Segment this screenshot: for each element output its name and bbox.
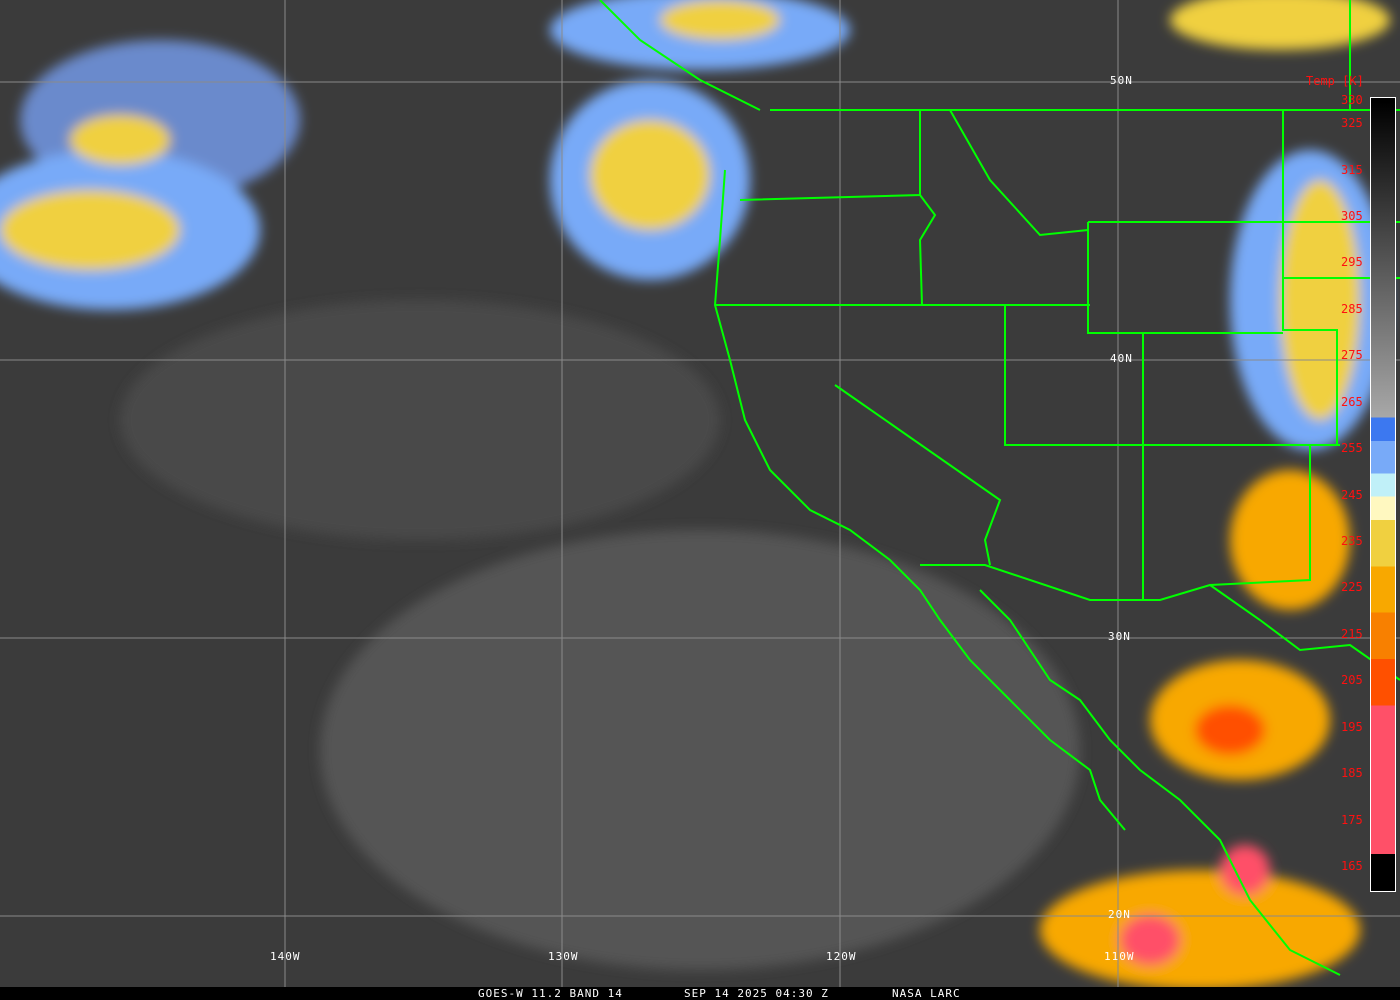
lon-label-120w: 120W xyxy=(826,950,857,963)
colorbar-tick-label: 235 xyxy=(1341,534,1363,549)
lon-label-140w: 140W xyxy=(270,950,301,963)
lon-label-110w: 110W xyxy=(1104,950,1135,963)
timestamp: SEP 14 2025 04:30 Z xyxy=(684,987,829,1000)
footer-caption: GOES-W 11.2 BAND 14 SEP 14 2025 04:30 Z … xyxy=(0,987,1400,1000)
credit: NASA LARC xyxy=(892,987,961,1000)
colorbar-tick-label: 215 xyxy=(1341,626,1363,641)
colorbar-tick-label: 245 xyxy=(1341,487,1363,502)
satellite-band: GOES-W 11.2 BAND 14 xyxy=(478,987,623,1000)
colorbar-tick-label: 275 xyxy=(1341,348,1363,363)
colorbar-tick-label: 315 xyxy=(1341,162,1363,177)
lat-label-50n: 50N xyxy=(1110,74,1133,87)
temperature-colorbar xyxy=(1370,97,1396,892)
lat-label-30n: 30N xyxy=(1108,630,1131,643)
colorbar-tick-label: 185 xyxy=(1341,766,1363,781)
colorbar-tick-label: 295 xyxy=(1341,255,1363,270)
colorbar-tick-label: 255 xyxy=(1341,441,1363,456)
political-borders xyxy=(599,0,1400,976)
colorbar-tick-label: 305 xyxy=(1341,209,1363,224)
lat-label-40n: 40N xyxy=(1110,352,1133,365)
lat-label-20n: 20N xyxy=(1108,908,1131,921)
colorbar-tick-label: 225 xyxy=(1341,580,1363,595)
colorbar-tick-label: 285 xyxy=(1341,301,1363,316)
colorbar-tick-label: 165 xyxy=(1341,859,1363,873)
colorbar-tick-label: 265 xyxy=(1341,394,1363,409)
colorbar-tick-label: 325 xyxy=(1341,116,1363,131)
colorbar-title: Temp [K] xyxy=(1306,74,1364,88)
colorbar-tick-label: 330 xyxy=(1341,93,1363,107)
colorbar-tick-label: 195 xyxy=(1341,719,1363,734)
colorbar-tick-label: 175 xyxy=(1341,812,1363,827)
lon-label-130w: 130W xyxy=(548,950,579,963)
colorbar-tick-label: 205 xyxy=(1341,673,1363,688)
